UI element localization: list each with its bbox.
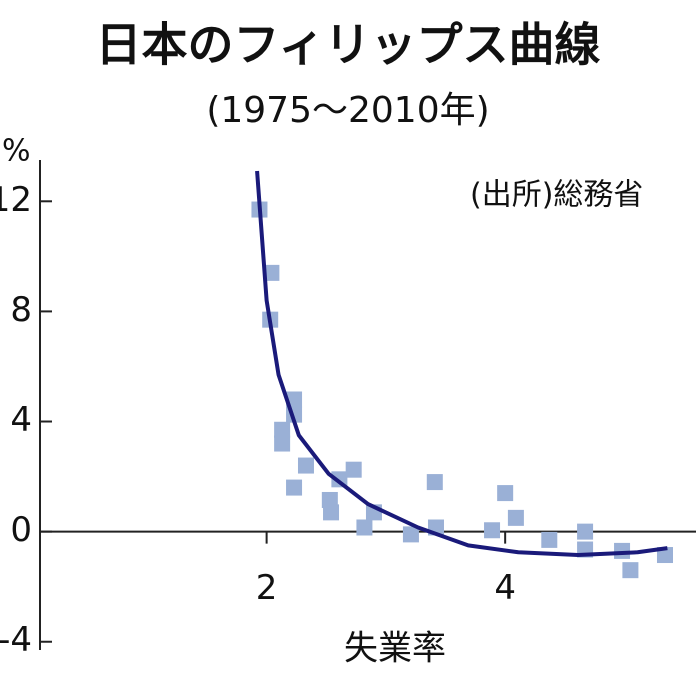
chart-title: 日本のフィリップス曲線 — [95, 18, 600, 72]
scatter-point — [274, 435, 291, 452]
y-unit: % — [2, 134, 31, 169]
y-tick-label: 4 — [10, 400, 32, 440]
scatter-point — [263, 264, 280, 281]
x-tick-label: 4 — [494, 568, 516, 608]
scatter-point — [286, 479, 303, 496]
source-note: (出所)総務省 — [470, 178, 643, 213]
y-tick-label: 8 — [10, 290, 32, 330]
scatter-point — [507, 509, 524, 526]
scatter-point — [321, 491, 338, 508]
chart-subtitle: (1975〜2010年) — [206, 90, 489, 131]
scatter-point — [577, 523, 594, 540]
scatter-point — [484, 522, 501, 539]
scatter-point — [297, 457, 314, 474]
scatter-point — [323, 504, 340, 521]
x-tick-label: 2 — [256, 568, 278, 608]
scatter-point — [356, 519, 373, 536]
scatter-point — [402, 526, 419, 543]
fitted-curve — [255, 170, 668, 558]
scatter-point — [497, 485, 514, 502]
scatter-point — [426, 474, 443, 491]
x-axis-label: 失業率 — [344, 629, 446, 669]
scatter-point — [541, 531, 558, 548]
scatter-point — [274, 421, 291, 438]
y-tick-label: -4 — [0, 620, 32, 660]
scatter-point — [345, 461, 362, 478]
y-tick-label: 0 — [10, 510, 32, 550]
scatter-point — [622, 562, 639, 579]
y-tick-label: 12 — [0, 180, 32, 220]
